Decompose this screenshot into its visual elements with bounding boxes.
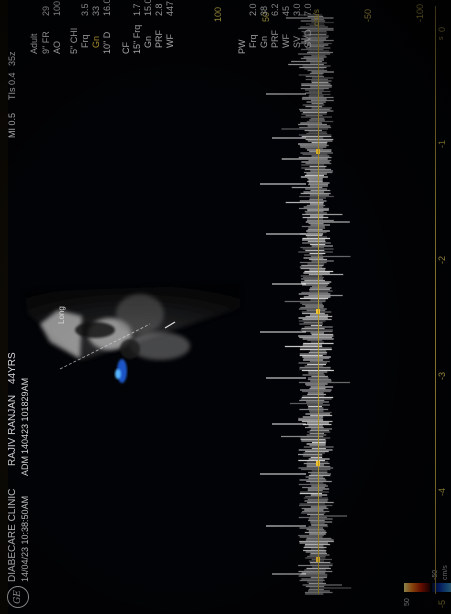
frq-value: 3.5 bbox=[80, 3, 90, 16]
doppler-spectrum-columns bbox=[280, 14, 352, 595]
pw-frq-value: 2.0 bbox=[248, 3, 258, 16]
velocity-tick-neg100: -100 bbox=[415, 3, 425, 22]
velocity-tick-100: 100 bbox=[213, 6, 223, 22]
frq-label: Frq bbox=[80, 34, 90, 49]
cf-title: CF bbox=[121, 42, 131, 54]
depth-value: 16.0 bbox=[102, 0, 112, 16]
probe-label: 5" CHI bbox=[69, 27, 79, 54]
pw-svd-value: 7.0 bbox=[303, 3, 313, 16]
gn-value: 33 bbox=[91, 5, 101, 16]
gn-label: Gn bbox=[91, 35, 101, 48]
cf-frq-label: 15" Frq bbox=[132, 24, 142, 54]
pw-sv-value: 3.0 bbox=[292, 3, 302, 16]
doppler-baseline bbox=[318, 14, 319, 594]
pw-gn-value: 38 bbox=[259, 5, 269, 16]
fr-label: 9" FR bbox=[41, 31, 51, 54]
preset-label: Adult bbox=[29, 33, 39, 54]
cf-gn-label: Gn bbox=[143, 35, 153, 48]
pw-gn-label: Gn bbox=[259, 35, 269, 48]
time-tick-neg1: -1 bbox=[437, 139, 447, 148]
cf-gn-value: 15.0 bbox=[143, 0, 153, 16]
depth-label: 10" D bbox=[102, 31, 112, 54]
pw-title: PW bbox=[237, 39, 247, 55]
ao-value: 100 bbox=[52, 0, 62, 16]
pw-prf-value: 6.2 bbox=[270, 3, 280, 16]
pw-wf-value: 45 bbox=[281, 5, 291, 16]
velocity-unit: cm/s bbox=[312, 9, 321, 26]
cf-prf-value: 2.8 bbox=[154, 3, 164, 16]
time-tick-neg5: -5 bbox=[437, 599, 447, 608]
time-axis-line bbox=[435, 6, 436, 594]
cf-frq-value: 1.7 bbox=[132, 3, 142, 16]
ao-label: AO bbox=[52, 40, 62, 54]
pw-frq-label: Frq bbox=[248, 34, 258, 49]
time-tick-neg4: -4 bbox=[437, 487, 447, 496]
fr-value: 29 bbox=[41, 5, 51, 16]
pw-sv-label: SV bbox=[292, 35, 302, 48]
cf-wf-label: WF bbox=[165, 34, 175, 48]
cf-prf-label: PRF bbox=[154, 30, 164, 48]
time-unit: s bbox=[438, 36, 445, 41]
velocity-tick-neg50: -50 bbox=[363, 8, 373, 22]
pw-svd-label: SVD bbox=[303, 29, 313, 48]
time-tick-neg2: -2 bbox=[437, 255, 447, 264]
time-tick-0: 0 bbox=[437, 26, 447, 32]
cf-wf-value: 447 bbox=[165, 0, 175, 16]
pw-wf-label: WF bbox=[281, 34, 291, 48]
pw-prf-label: PRF bbox=[270, 30, 280, 48]
time-tick-neg3: -3 bbox=[437, 371, 447, 380]
